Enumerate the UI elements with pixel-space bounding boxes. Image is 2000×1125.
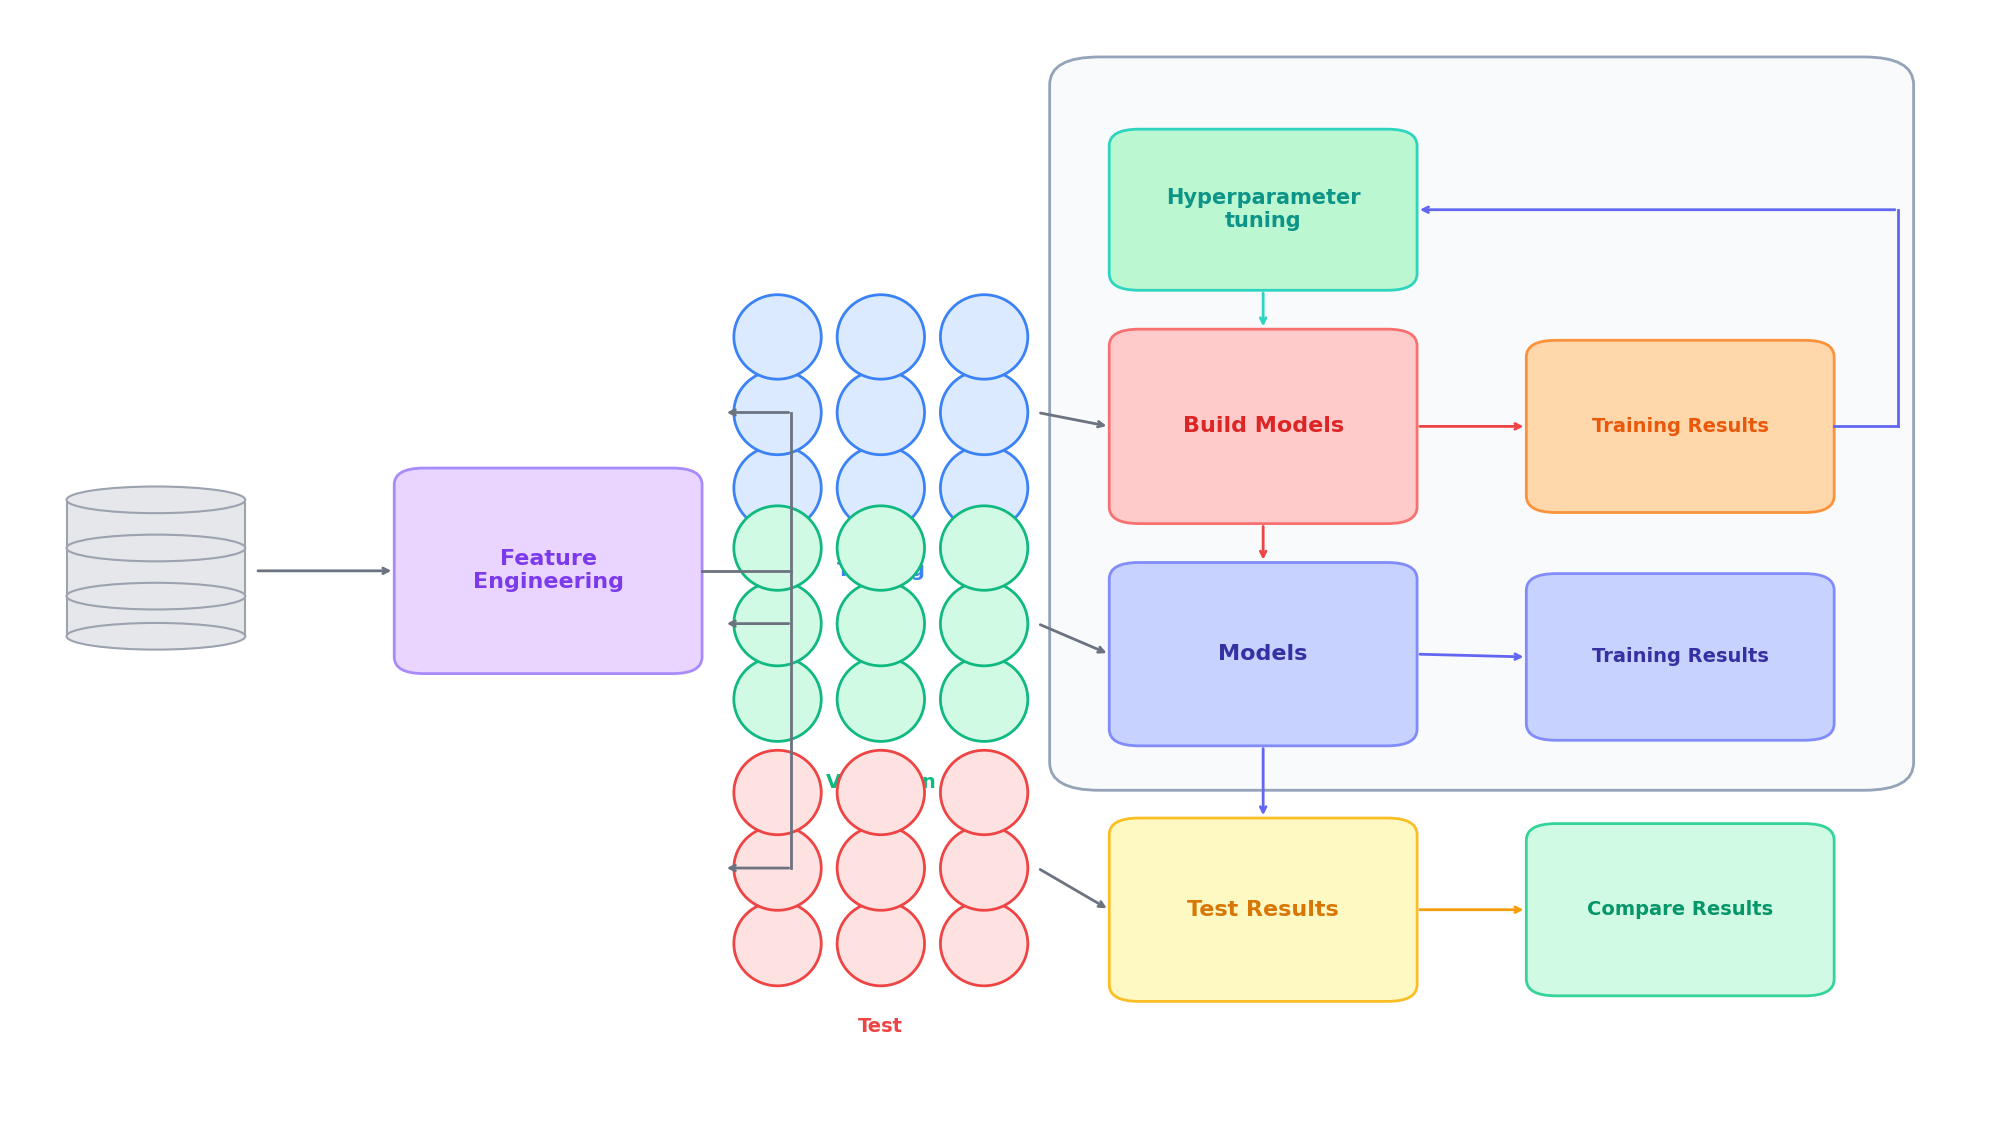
Ellipse shape bbox=[734, 446, 822, 530]
FancyBboxPatch shape bbox=[1110, 818, 1418, 1001]
Ellipse shape bbox=[734, 750, 822, 835]
FancyBboxPatch shape bbox=[1526, 574, 1834, 740]
Ellipse shape bbox=[838, 582, 924, 666]
Ellipse shape bbox=[734, 826, 822, 910]
Ellipse shape bbox=[66, 534, 246, 561]
Text: Compare Results: Compare Results bbox=[1588, 900, 1774, 919]
FancyBboxPatch shape bbox=[1110, 129, 1418, 290]
Ellipse shape bbox=[940, 657, 1028, 741]
Ellipse shape bbox=[66, 583, 246, 610]
Ellipse shape bbox=[940, 901, 1028, 986]
FancyBboxPatch shape bbox=[1110, 562, 1418, 746]
Text: Validation: Validation bbox=[826, 773, 936, 792]
Ellipse shape bbox=[838, 657, 924, 741]
Ellipse shape bbox=[940, 446, 1028, 530]
Ellipse shape bbox=[940, 582, 1028, 666]
Text: Test: Test bbox=[858, 1017, 904, 1036]
Ellipse shape bbox=[838, 370, 924, 454]
Ellipse shape bbox=[940, 295, 1028, 379]
Ellipse shape bbox=[734, 506, 822, 591]
Ellipse shape bbox=[838, 901, 924, 986]
Text: Training: Training bbox=[836, 561, 926, 580]
Ellipse shape bbox=[734, 295, 822, 379]
Text: Feature
Engineering: Feature Engineering bbox=[472, 549, 624, 593]
Ellipse shape bbox=[838, 826, 924, 910]
Text: Training Results: Training Results bbox=[1592, 417, 1768, 435]
Ellipse shape bbox=[940, 826, 1028, 910]
Ellipse shape bbox=[66, 623, 246, 649]
Text: Hyperparameter
tuning: Hyperparameter tuning bbox=[1166, 188, 1360, 232]
Ellipse shape bbox=[734, 901, 822, 986]
Text: Models: Models bbox=[1218, 645, 1308, 664]
FancyBboxPatch shape bbox=[1526, 824, 1834, 996]
Ellipse shape bbox=[734, 370, 822, 454]
FancyBboxPatch shape bbox=[1110, 330, 1418, 523]
Text: Test Results: Test Results bbox=[1188, 900, 1340, 920]
Ellipse shape bbox=[940, 750, 1028, 835]
Ellipse shape bbox=[838, 446, 924, 530]
Text: Build Models: Build Models bbox=[1182, 416, 1344, 436]
Ellipse shape bbox=[940, 370, 1028, 454]
FancyBboxPatch shape bbox=[394, 468, 702, 674]
FancyBboxPatch shape bbox=[1526, 340, 1834, 513]
Ellipse shape bbox=[940, 506, 1028, 591]
Ellipse shape bbox=[838, 506, 924, 591]
FancyBboxPatch shape bbox=[1050, 57, 1914, 790]
Ellipse shape bbox=[734, 582, 822, 666]
Text: Training Results: Training Results bbox=[1592, 648, 1768, 666]
Ellipse shape bbox=[734, 657, 822, 741]
Ellipse shape bbox=[66, 486, 246, 513]
Ellipse shape bbox=[838, 750, 924, 835]
Ellipse shape bbox=[838, 295, 924, 379]
Polygon shape bbox=[66, 503, 246, 640]
